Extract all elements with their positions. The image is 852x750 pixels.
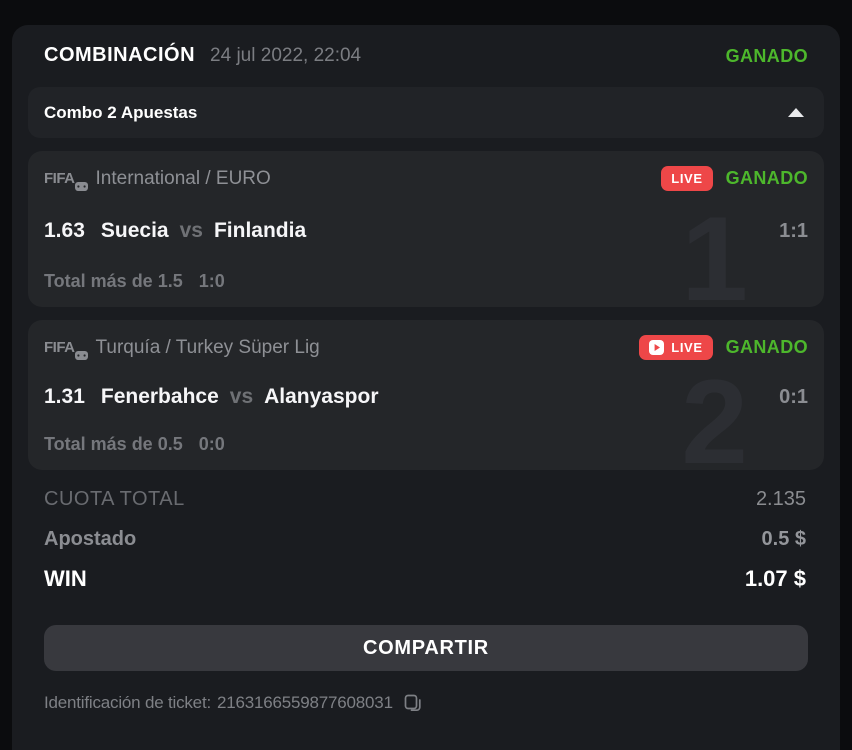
ticket-type-title: COMBINACIÓN <box>44 44 196 66</box>
ticket-status-badge: GANADO <box>725 45 808 66</box>
total-odds-value: 2.135 <box>755 487 806 510</box>
live-badge: LIVE <box>661 166 713 191</box>
bet-card-1: 1 FIFA International / EURO LIVE GANADO <box>28 151 824 307</box>
fifa-brand-text: FIFA <box>44 170 75 187</box>
combo-label: Combo 2 Apuestas <box>44 102 198 122</box>
bet-2-top-row: FIFA Turquía / Turkey Süper Lig <box>44 335 808 360</box>
ticket-header-left: COMBINACIÓN 24 jul 2022, 22:04 <box>44 42 361 69</box>
bet-card-2: 2 FIFA Turquía / Turkey Süper Lig <box>28 320 824 470</box>
win-value: 1.07 $ <box>744 566 806 591</box>
market-label: Total más de 0.5 <box>44 434 183 454</box>
fifa-logo-icon: FIFA <box>44 170 88 191</box>
bet-1-market-row: Total más de 1.5 1:0 <box>44 271 808 292</box>
bet-2-match-row: 1.31 Fenerbahce vs Alanyaspor 0:1 <box>44 385 808 409</box>
match-score: 1:1 <box>779 219 808 242</box>
ticket-datetime: 24 jul 2022, 22:04 <box>210 45 362 66</box>
win-row: WIN 1.07 $ <box>44 559 806 599</box>
bet-ticket-panel: COMBINACIÓN 24 jul 2022, 22:04 GANADO Co… <box>12 25 840 750</box>
bet-1-status-group: LIVE GANADO <box>661 166 808 191</box>
bet-index-watermark-1: 1 <box>681 192 748 307</box>
ticket-id-label: Identificación de ticket: <box>44 693 211 712</box>
bet-1-league-group: FIFA International / EURO <box>44 167 271 191</box>
stake-row: Apostado 0.5 $ <box>44 519 806 559</box>
gamepad-icon <box>74 351 88 360</box>
play-icon <box>649 340 665 355</box>
market-result: 1:0 <box>198 271 225 291</box>
combo-toggle-row[interactable]: Combo 2 Apuestas <box>28 87 824 138</box>
total-odds-label: CUOTA TOTAL <box>44 487 185 510</box>
chevron-up-icon[interactable] <box>788 108 804 117</box>
vs-label: vs <box>179 219 203 242</box>
bet-2-market-row: Total más de 0.5 0:0 <box>44 434 808 455</box>
copy-icon[interactable] <box>404 694 422 712</box>
bet-status-badge: GANADO <box>725 168 808 188</box>
away-team: Alanyaspor <box>264 385 379 408</box>
gamepad-icon <box>74 182 88 191</box>
live-badge-with-play: LIVE <box>639 335 713 360</box>
bet-index-watermark-2: 2 <box>681 355 748 470</box>
ticket-id-value: 2163166559877608031 <box>216 693 393 712</box>
home-team: Suecia <box>100 219 169 242</box>
ticket-summary: CUOTA TOTAL 2.135 Apostado 0.5 $ WIN 1.0… <box>12 470 840 599</box>
ticket-header: COMBINACIÓN 24 jul 2022, 22:04 GANADO <box>12 25 840 87</box>
bet-1-top-row: FIFA International / EURO LIVE GANADO <box>44 166 808 191</box>
ticket-id-row: Identificación de ticket: 21631665598776… <box>44 693 808 713</box>
share-button[interactable]: COMPARTIR <box>44 625 808 671</box>
league-label: International / EURO <box>95 167 271 189</box>
bet-status-badge: GANADO <box>725 337 808 357</box>
bet-2-league-group: FIFA Turquía / Turkey Süper Lig <box>44 336 320 360</box>
total-odds-row: CUOTA TOTAL 2.135 <box>44 479 806 519</box>
live-label: LIVE <box>671 171 703 186</box>
bet-1-match-title: 1.63 Suecia vs Finlandia <box>44 219 306 243</box>
stake-label: Apostado <box>44 527 137 550</box>
fifa-logo-icon: FIFA <box>44 339 88 360</box>
match-score: 0:1 <box>779 385 808 408</box>
odds-value: 1.63 <box>44 219 85 242</box>
bet-2-status-group: LIVE GANADO <box>639 335 808 360</box>
stake-value: 0.5 $ <box>761 527 806 550</box>
market-result: 0:0 <box>198 434 225 454</box>
home-team: Fenerbahce <box>100 385 219 408</box>
market-label: Total más de 1.5 <box>44 271 183 291</box>
win-label: WIN <box>44 566 87 591</box>
odds-value: 1.31 <box>44 385 85 408</box>
live-label: LIVE <box>671 340 703 355</box>
bet-2-match-title: 1.31 Fenerbahce vs Alanyaspor <box>44 385 379 409</box>
league-label: Turquía / Turkey Süper Lig <box>95 336 320 358</box>
bet-1-match-row: 1.63 Suecia vs Finlandia 1:1 <box>44 219 808 243</box>
vs-label: vs <box>229 385 254 408</box>
away-team: Finlandia <box>213 219 307 242</box>
fifa-brand-text: FIFA <box>44 339 75 356</box>
